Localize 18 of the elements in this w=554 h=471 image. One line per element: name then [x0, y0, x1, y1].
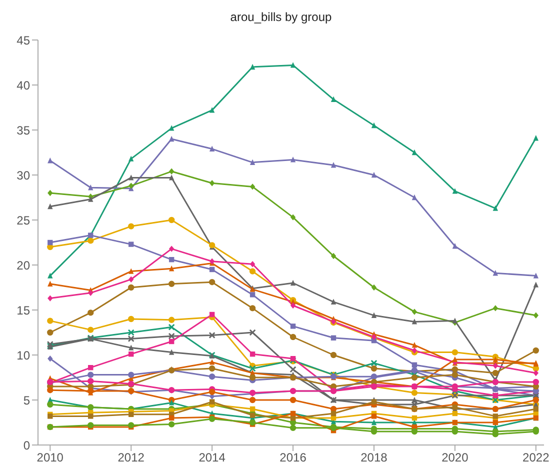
- y-tick-label: 45: [16, 33, 30, 48]
- y-tick-label: 25: [16, 213, 30, 228]
- y-tick-label: 20: [16, 258, 30, 272]
- x-tick-label: 2014: [198, 450, 226, 465]
- x-tick-label: 2010: [36, 450, 64, 465]
- y-tick-label: 0: [23, 438, 30, 452]
- chart-title: arou_bills by group: [229, 9, 333, 26]
- x-tick-label: 2012: [118, 450, 145, 465]
- y-tick-label: 40: [16, 78, 30, 92]
- y-tick-label: 10: [16, 348, 30, 362]
- x-tick-label: 2016: [280, 450, 307, 465]
- x-tick-label: 2018: [360, 450, 388, 465]
- y-tick-label: 15: [16, 303, 30, 318]
- y-tick-label: 5: [23, 393, 30, 408]
- x-tick-label: 2022: [522, 450, 550, 465]
- x-tick-label: 2020: [442, 450, 469, 465]
- y-tick-label: 35: [16, 123, 30, 138]
- y-tick-label: 30: [16, 168, 30, 182]
